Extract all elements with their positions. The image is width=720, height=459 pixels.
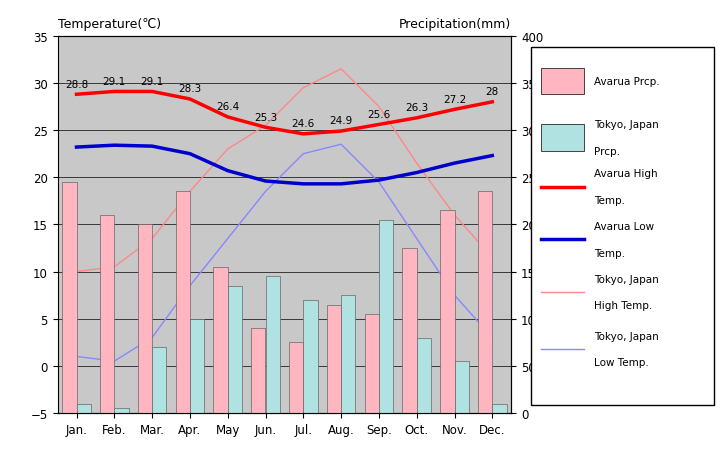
Bar [379, 220, 393, 413]
Bar [176, 192, 190, 413]
Text: 26.3: 26.3 [405, 103, 428, 113]
Text: Avarua Low: Avarua Low [593, 222, 654, 232]
Bar [327, 305, 341, 413]
Text: 28: 28 [486, 87, 499, 97]
Bar [492, 404, 507, 413]
Bar [190, 319, 204, 413]
Text: Tokyo, Japan: Tokyo, Japan [593, 274, 658, 285]
Bar [289, 342, 303, 413]
Text: 28.8: 28.8 [65, 79, 88, 90]
Text: 26.4: 26.4 [216, 102, 239, 112]
FancyBboxPatch shape [541, 125, 584, 151]
Bar [228, 286, 242, 413]
Bar [62, 183, 76, 413]
Bar [266, 277, 280, 413]
Bar [454, 361, 469, 413]
Text: Precipitation(mm): Precipitation(mm) [399, 18, 511, 31]
Bar [402, 248, 417, 413]
Bar [138, 225, 152, 413]
Text: 25.6: 25.6 [367, 110, 390, 119]
Text: Tokyo, Japan: Tokyo, Japan [593, 331, 658, 341]
Text: 29.1: 29.1 [103, 77, 126, 87]
Bar [114, 409, 129, 413]
Text: 28.3: 28.3 [179, 84, 202, 94]
Bar [341, 296, 356, 413]
Text: 24.6: 24.6 [292, 119, 315, 129]
Text: 27.2: 27.2 [443, 95, 466, 105]
Text: Tokyo, Japan: Tokyo, Japan [593, 120, 658, 130]
Text: Prcp.: Prcp. [593, 146, 620, 157]
Bar [251, 328, 266, 413]
Text: Temperature(℃): Temperature(℃) [58, 18, 161, 31]
Bar [417, 338, 431, 413]
Text: Temp.: Temp. [593, 248, 625, 258]
FancyBboxPatch shape [541, 69, 584, 95]
Bar [100, 215, 114, 413]
Bar [152, 347, 166, 413]
Text: 24.9: 24.9 [330, 116, 353, 126]
Text: 29.1: 29.1 [140, 77, 163, 87]
Bar [364, 314, 379, 413]
Text: Avarua High: Avarua High [593, 169, 657, 179]
Text: Low Temp.: Low Temp. [593, 357, 649, 367]
Bar [213, 267, 228, 413]
Text: 25.3: 25.3 [254, 112, 277, 123]
Bar [76, 404, 91, 413]
Bar [440, 211, 454, 413]
Bar [478, 192, 492, 413]
Text: High Temp.: High Temp. [593, 301, 652, 311]
Text: Avarua Prcp.: Avarua Prcp. [593, 77, 660, 87]
Bar [303, 300, 318, 413]
Text: Temp.: Temp. [593, 196, 625, 206]
FancyBboxPatch shape [531, 48, 714, 406]
